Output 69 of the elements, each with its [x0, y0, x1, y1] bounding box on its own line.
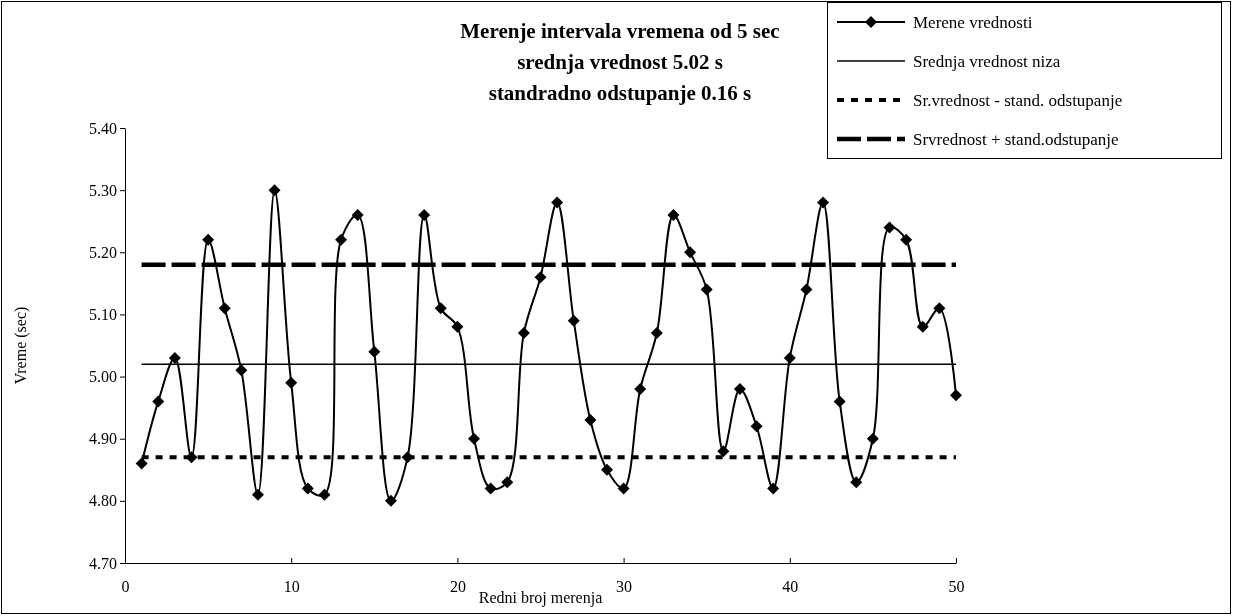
- legend-label: Merene vrednosti: [913, 13, 1033, 32]
- point: [933, 302, 946, 315]
- y-tick-label: 5.20: [89, 243, 117, 261]
- chart-title: Merenje intervala vremena od 5 sec srednja vrednost 5.02 s standradno odstupanje 0.16 s: [460, 19, 780, 105]
- legend-label: Srvrednost + stand.odstupanje: [913, 130, 1119, 149]
- point: [700, 283, 713, 296]
- point: [684, 246, 697, 259]
- point: [335, 233, 348, 246]
- point: [783, 351, 796, 364]
- y-tick-label: 4.70: [89, 554, 117, 572]
- y-tick-label: 5.30: [89, 181, 117, 199]
- point: [351, 209, 364, 221]
- point: [551, 196, 564, 209]
- point: [950, 389, 962, 402]
- point: [617, 482, 630, 495]
- point: [135, 457, 148, 470]
- point: [817, 196, 830, 209]
- point: [866, 432, 879, 445]
- point: [468, 432, 481, 445]
- point: [717, 445, 730, 458]
- point: [434, 302, 447, 315]
- point: [567, 314, 580, 327]
- x-tick-label: 10: [283, 577, 300, 595]
- point: [850, 476, 863, 489]
- point: [152, 395, 165, 408]
- x-axis-title: Redni broj merenja: [478, 589, 603, 607]
- point: [534, 271, 547, 284]
- point: [600, 463, 613, 476]
- y-tick-label: 5.40: [89, 119, 117, 137]
- point: [883, 221, 896, 234]
- point: [251, 488, 264, 501]
- point: [235, 364, 248, 377]
- point: [484, 482, 497, 495]
- y-tick-label: 5.10: [89, 306, 117, 324]
- point: [202, 233, 215, 246]
- point: [517, 327, 530, 340]
- x-tick-label: 30: [616, 577, 633, 595]
- point: [900, 233, 913, 246]
- y-tick-label: 4.90: [89, 430, 117, 448]
- x-tick-label: 40: [782, 577, 799, 595]
- point: [916, 320, 929, 333]
- y-tick-label: 5.00: [89, 368, 117, 386]
- point: [800, 283, 813, 296]
- y-tick-label: 4.80: [89, 492, 117, 510]
- legend-label: Sr.vrednost - stand. odstupanje: [913, 91, 1123, 110]
- point: [384, 494, 397, 507]
- x-tick-label: 50: [948, 577, 965, 595]
- point: [750, 420, 763, 433]
- point: [833, 395, 846, 408]
- point: [301, 482, 314, 495]
- point: [667, 209, 680, 221]
- point: [733, 383, 746, 395]
- point: [285, 376, 298, 389]
- point: [650, 327, 663, 340]
- legend-label: Srednja vrednost niza: [913, 52, 1061, 71]
- point: [767, 482, 780, 495]
- point: [451, 320, 464, 333]
- point: [268, 184, 281, 197]
- point: [501, 476, 514, 489]
- point: [584, 414, 597, 427]
- point: [318, 488, 331, 501]
- point: [368, 345, 381, 358]
- point: [168, 351, 181, 364]
- y-axis-title: Vreme (sec): [12, 306, 30, 385]
- x-tick-label: 20: [449, 577, 466, 595]
- point: [218, 302, 231, 315]
- point: [634, 383, 647, 395]
- x-tick-label: 0: [121, 577, 130, 595]
- point: [418, 209, 431, 221]
